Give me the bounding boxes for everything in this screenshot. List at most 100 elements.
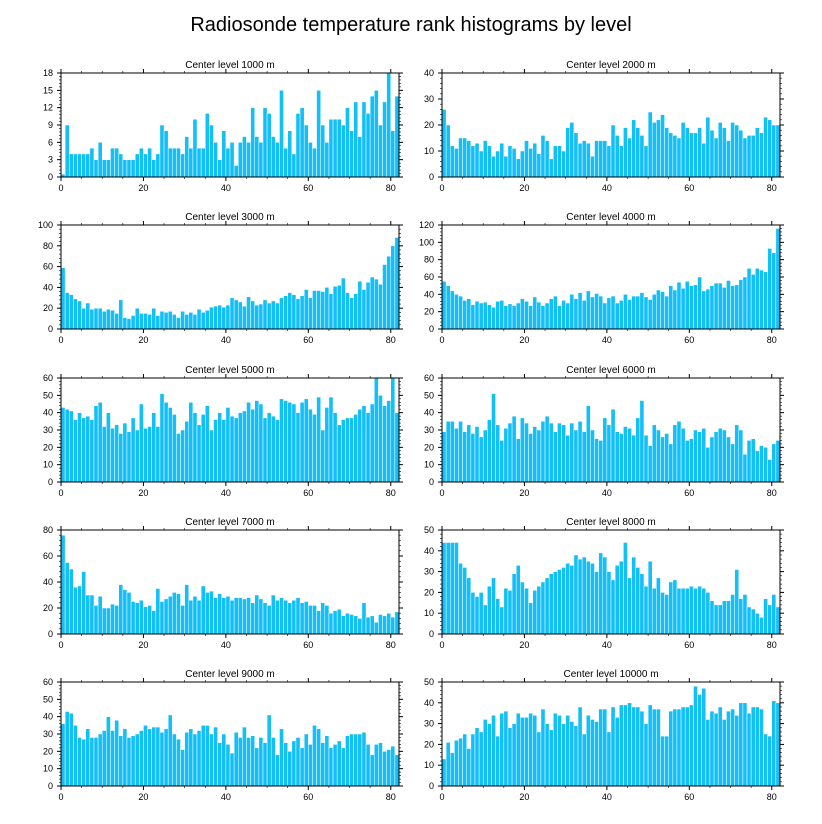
bar bbox=[126, 737, 132, 787]
bar bbox=[196, 308, 202, 330]
x-tick-label: 0 bbox=[58, 335, 63, 345]
y-tick-label: 40 bbox=[43, 577, 53, 587]
bar bbox=[299, 747, 305, 787]
bars bbox=[441, 109, 781, 178]
bar bbox=[139, 599, 144, 635]
bar bbox=[303, 124, 309, 178]
bar bbox=[188, 312, 194, 330]
bar bbox=[386, 612, 392, 635]
bar bbox=[188, 599, 194, 635]
bar bbox=[623, 127, 628, 178]
bar bbox=[93, 737, 99, 787]
bar bbox=[357, 136, 363, 178]
bar bbox=[382, 101, 387, 178]
x-tick-label: 40 bbox=[602, 183, 612, 193]
bar bbox=[544, 302, 550, 330]
bar bbox=[114, 147, 119, 178]
bar bbox=[266, 113, 272, 178]
bar bbox=[746, 712, 752, 787]
bar bbox=[303, 601, 309, 635]
bar bbox=[660, 735, 665, 787]
bars bbox=[441, 393, 781, 483]
bar bbox=[250, 107, 255, 178]
bar bbox=[225, 596, 231, 635]
bar bbox=[155, 153, 161, 178]
bar bbox=[734, 569, 740, 635]
bar bbox=[515, 438, 521, 483]
bar bbox=[312, 414, 317, 483]
bar bbox=[122, 159, 128, 178]
bar bbox=[668, 285, 674, 330]
x-tick-label: 0 bbox=[439, 335, 444, 345]
y-tick-label: 40 bbox=[424, 698, 434, 708]
bar bbox=[643, 434, 649, 483]
bar bbox=[176, 433, 181, 483]
bar bbox=[237, 737, 243, 787]
bar bbox=[684, 127, 690, 178]
bar bbox=[205, 310, 210, 330]
bar bbox=[651, 708, 657, 787]
bar bbox=[540, 135, 546, 178]
bar bbox=[462, 567, 467, 635]
bar bbox=[295, 113, 301, 178]
y-tick-label: 20 bbox=[424, 120, 434, 130]
bars bbox=[441, 542, 781, 635]
bar bbox=[250, 735, 255, 787]
bar bbox=[693, 429, 698, 483]
x-tick-label: 60 bbox=[303, 183, 313, 193]
bar bbox=[614, 717, 620, 787]
bar bbox=[701, 142, 707, 178]
bar bbox=[209, 429, 214, 483]
x-tick-label: 20 bbox=[138, 335, 148, 345]
y-tick-label: 12 bbox=[43, 103, 53, 113]
bar bbox=[528, 712, 533, 787]
bar bbox=[656, 708, 661, 787]
bar bbox=[89, 737, 95, 787]
bar bbox=[627, 137, 632, 178]
bar bbox=[312, 725, 317, 787]
bar bbox=[590, 296, 595, 330]
bar bbox=[303, 733, 309, 787]
bar bbox=[64, 124, 70, 178]
bar bbox=[106, 716, 111, 787]
bar bbox=[746, 268, 752, 330]
bar bbox=[192, 733, 198, 787]
bar bbox=[520, 298, 525, 330]
bar bbox=[466, 140, 472, 178]
bar bbox=[569, 422, 575, 483]
bar bbox=[561, 723, 566, 787]
bar bbox=[734, 424, 740, 483]
bar bbox=[581, 431, 587, 483]
bar bbox=[610, 579, 616, 635]
bar bbox=[515, 158, 521, 178]
bar bbox=[775, 124, 781, 178]
bar bbox=[237, 412, 243, 483]
bar bbox=[709, 285, 715, 330]
bar bbox=[143, 153, 148, 178]
bar bbox=[610, 706, 616, 787]
bar bbox=[134, 307, 140, 330]
bar bbox=[134, 602, 140, 635]
bar bbox=[68, 294, 74, 330]
bar bbox=[200, 585, 206, 635]
bar bbox=[365, 281, 371, 330]
bar bbox=[118, 735, 124, 787]
bar bbox=[750, 274, 756, 330]
bar bbox=[573, 554, 579, 635]
bar bbox=[507, 590, 513, 635]
bar bbox=[73, 298, 78, 330]
bar bbox=[717, 282, 723, 330]
x-tick-label: 0 bbox=[58, 488, 63, 498]
bar bbox=[594, 438, 599, 483]
bar bbox=[336, 740, 342, 787]
bar bbox=[524, 587, 529, 635]
y-tick-label: 50 bbox=[43, 694, 53, 704]
bar bbox=[97, 307, 103, 330]
bar bbox=[680, 288, 686, 330]
bar bbox=[664, 127, 669, 178]
bar bbox=[200, 147, 206, 178]
y-tick-label: 0 bbox=[48, 781, 53, 791]
bar bbox=[167, 596, 173, 635]
x-tick-label: 0 bbox=[439, 792, 444, 802]
bar bbox=[532, 590, 538, 635]
